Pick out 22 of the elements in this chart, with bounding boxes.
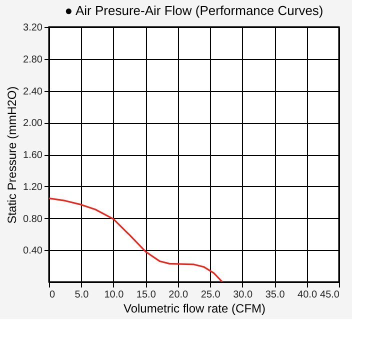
y-axis-title: Static Pressure (mmH2O) (5, 86, 20, 224)
line-series (49, 198, 224, 282)
y-tick-label: 3.20 (23, 22, 43, 34)
x-tick-label: 40.0 (298, 290, 318, 300)
x-tick-label: 20.0 (168, 290, 189, 300)
y-tick-label: 2.80 (23, 54, 43, 66)
x-tick-label: 15.0 (136, 290, 156, 300)
y-tick-label: 2.40 (23, 86, 43, 98)
x-tick-label: 10.0 (104, 290, 124, 300)
chart-title: ● Air Presure-Air Flow (Performance Curves) (64, 3, 324, 18)
x-tick-label: 35.0 (265, 290, 286, 300)
x-tick-label: 45.0 (320, 290, 340, 300)
x-tick-label: 30.0 (233, 290, 253, 300)
x-tick-label: 5.0 (74, 290, 90, 300)
x-axis-title: Volumetric flow rate (CFM) (123, 302, 266, 316)
y-tick-label: 1.20 (23, 182, 43, 193)
x-tick-label: 0 (50, 290, 56, 300)
y-tick-label: 2.00 (23, 118, 43, 130)
x-tick-label: 25.0 (200, 290, 221, 300)
y-tick-label: 0.80 (23, 214, 43, 225)
y-tick-label: 0.40 (23, 246, 43, 257)
y-tick-label: 1.60 (23, 150, 43, 161)
